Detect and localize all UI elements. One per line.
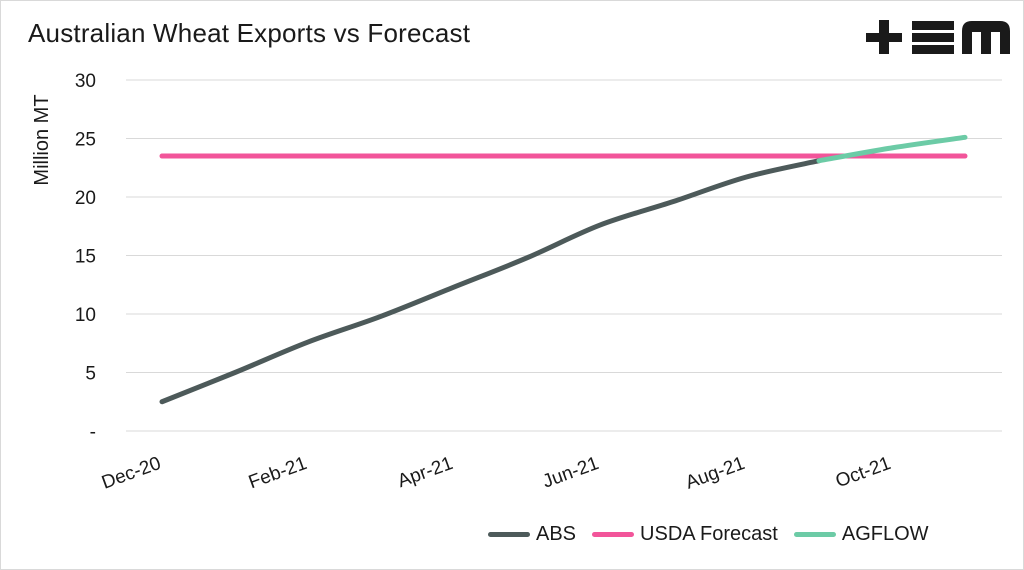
legend-label: AGFLOW	[841, 523, 929, 545]
y-tick-label: -	[90, 422, 96, 443]
y-tick-label: 20	[75, 188, 96, 209]
y-tick-label: 10	[75, 305, 96, 326]
legend-swatch	[488, 532, 530, 537]
tem-logo	[866, 20, 1010, 54]
x-tick-label: Apr-21	[395, 453, 456, 492]
gridlines	[126, 79, 1002, 432]
chart-plot: - 5 10 15 20 25 30 Dec-20 Feb-21 Apr-21 Jun-21 Aug…	[31, 71, 1002, 494]
y-axis-label: Million MT	[31, 94, 53, 185]
series-lines	[159, 134, 968, 405]
legend: ABS USDA Forecast AGFLOW	[488, 523, 945, 546]
series-line-abs	[159, 158, 822, 405]
x-axis-ticks: Dec-20 Feb-21 Apr-21 Jun-21 Aug-21 Oct-21	[99, 453, 894, 494]
x-tick-label: Jun-21	[540, 453, 602, 493]
x-tick-label: Feb-21	[246, 453, 310, 493]
y-tick-label: 15	[75, 247, 96, 268]
series-line-agflow	[816, 134, 968, 164]
x-tick-label: Oct-21	[833, 453, 894, 492]
chart-title: Australian Wheat Exports vs Forecast	[28, 18, 471, 48]
y-axis-ticks: - 5 10 15 20 25 30	[75, 71, 96, 443]
y-tick-label: 30	[75, 71, 96, 92]
legend-swatch	[592, 532, 635, 537]
x-tick-label: Aug-21	[683, 453, 748, 494]
legend-swatch	[793, 532, 836, 537]
y-tick-label: 25	[75, 130, 96, 151]
x-tick-label: Dec-20	[99, 453, 164, 494]
legend-label: USDA Forecast	[640, 523, 778, 545]
legend-item: AGFLOW	[793, 523, 929, 546]
legend-item: USDA Forecast	[592, 523, 778, 546]
legend-label: ABS	[536, 523, 577, 545]
y-tick-label: 5	[85, 364, 96, 385]
legend-item: ABS	[488, 523, 576, 546]
